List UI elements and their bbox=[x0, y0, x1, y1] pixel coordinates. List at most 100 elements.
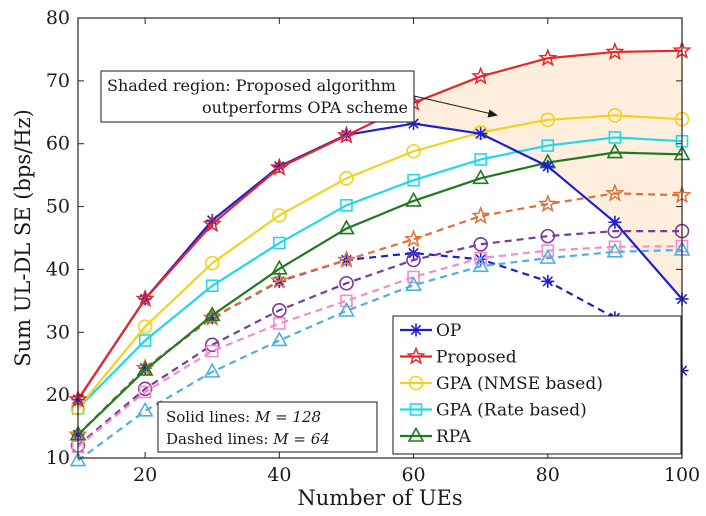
series-m64-square-dashed-point bbox=[608, 240, 622, 254]
series-m64-triangle-dashed bbox=[69, 240, 691, 467]
series-m64-circle-dashed-point bbox=[204, 337, 220, 353]
legend-label: OP bbox=[436, 321, 461, 341]
note-line-2: Dashed lines: M = 64 bbox=[166, 430, 330, 448]
series-rpa-point bbox=[405, 191, 422, 207]
y-axis-label: Sum UL-DL SE (bps/Hz) bbox=[11, 109, 35, 367]
series-gpa-nmse-based-point bbox=[540, 112, 556, 128]
legend-star-marker bbox=[406, 346, 426, 365]
series-m64-star-dashed-point bbox=[605, 183, 625, 202]
series-m64-star-dashed-point bbox=[403, 229, 424, 248]
series-gpa-rate-based-point bbox=[205, 279, 219, 293]
note-line-1: Solid lines: M = 128 bbox=[166, 408, 321, 426]
series-m64-triangle-dashed-point bbox=[270, 331, 288, 347]
series-m64-asterisk-dashed-point bbox=[541, 274, 555, 288]
legend: OP Proposed GPA (NMSE based) GPA (Rate base… bbox=[392, 315, 682, 455]
series-proposed-point bbox=[202, 214, 222, 233]
series-rpa-line bbox=[77, 151, 683, 436]
series-m64-triangle-dashed-point bbox=[69, 451, 87, 467]
series-rpa-point bbox=[472, 169, 490, 185]
legend-label: RPA bbox=[436, 427, 472, 447]
note-line-1-prefix: Solid lines: bbox=[166, 408, 255, 426]
annotation-arrow bbox=[413, 95, 493, 115]
y-tick-label: 50 bbox=[46, 196, 70, 218]
series-rpa-point bbox=[203, 306, 221, 322]
series-m64-circle-dashed-point bbox=[137, 381, 153, 397]
series-gpa-rate-based-point bbox=[474, 153, 487, 166]
series-proposed-point bbox=[336, 125, 357, 144]
series-m64-star-dashed-point bbox=[538, 193, 558, 213]
note-line-2-value: M = 64 bbox=[272, 430, 330, 448]
line-style-note: Solid lines: M = 128 Dashed lines: M = 6… bbox=[157, 401, 378, 453]
y-tick-label: 30 bbox=[46, 321, 70, 343]
series-m64-star-dashed-point bbox=[269, 270, 289, 289]
legend-box bbox=[392, 315, 682, 455]
series-m64-square-dashed-point bbox=[474, 251, 487, 265]
y-tick-label: 40 bbox=[46, 258, 70, 280]
series-m64-square-dashed-point bbox=[407, 270, 420, 284]
series-rpa-point bbox=[338, 219, 355, 235]
y-tick-label: 20 bbox=[46, 384, 70, 406]
series-gpa-nmse-based-line bbox=[77, 114, 683, 410]
legend-item-gpa-rate-based: GPA (Rate based) bbox=[400, 401, 587, 421]
note-line-2-prefix: Dashed lines: bbox=[166, 430, 273, 448]
x-tick-label: 80 bbox=[536, 464, 560, 486]
x-tick-label: 20 bbox=[133, 464, 157, 486]
series-m64-square-dashed-point bbox=[340, 294, 353, 308]
legend-square-marker bbox=[409, 403, 423, 416]
series-proposed-point bbox=[269, 157, 289, 176]
series-op-point bbox=[474, 127, 488, 141]
legend-label: GPA (Rate based) bbox=[436, 401, 587, 421]
legend-label: Proposed bbox=[436, 348, 517, 368]
y-tick-label: 10 bbox=[46, 447, 70, 469]
series-m64-star-dashed-point bbox=[336, 249, 357, 269]
series-m64-circle-dashed-line bbox=[77, 229, 682, 447]
y-tick-label: 80 bbox=[46, 7, 70, 29]
legend-label: GPA (NMSE based) bbox=[436, 374, 603, 394]
series-m64-triangle-dashed-point bbox=[606, 242, 624, 258]
series-m64-triangle-dashed-point bbox=[472, 257, 490, 273]
shaded-region-layer bbox=[413, 50, 682, 299]
series-m64-star-dashed-point bbox=[471, 205, 491, 225]
series-m64-circle-dashed-point bbox=[272, 302, 287, 318]
annotation-line-1: Shaded region: Proposed algorithm bbox=[107, 76, 396, 95]
series-proposed-point bbox=[135, 288, 155, 308]
x-tick-label: 40 bbox=[267, 464, 291, 486]
series-gpa-nmse-based-point bbox=[339, 170, 354, 186]
series-m64-triangle-dashed-point bbox=[539, 248, 557, 264]
series-m64-star-dashed-point bbox=[202, 307, 222, 327]
series-op-line bbox=[77, 122, 683, 401]
series-gpa-nmse-based-point bbox=[137, 319, 153, 334]
series-m64-triangle-dashed-point bbox=[338, 301, 355, 317]
x-tick-label: 60 bbox=[401, 464, 425, 486]
x-tick-label: 100 bbox=[664, 464, 700, 486]
series-gpa-rate-based-point bbox=[407, 173, 420, 187]
series-gpa-rate-based-point bbox=[340, 199, 353, 212]
series-proposed-point bbox=[605, 41, 625, 61]
legend-circle-marker bbox=[408, 375, 424, 391]
series-m64-square-dashed-line bbox=[77, 245, 683, 448]
note-box bbox=[157, 401, 378, 453]
series-m64-circle-dashed bbox=[70, 223, 690, 453]
series-m64-triangle-dashed-point bbox=[405, 276, 422, 291]
series-m64-square-dashed-point bbox=[205, 344, 219, 358]
series-m64-circle-dashed-point bbox=[406, 252, 421, 268]
series-layer bbox=[68, 40, 692, 467]
series-m64-circle-dashed-point bbox=[339, 275, 354, 291]
series-gpa-rate-based-point bbox=[541, 139, 555, 152]
shaded-region bbox=[413, 50, 682, 299]
legend-asterisk-marker bbox=[409, 323, 423, 337]
shaded-region-annotation: Shaded region: Proposed algorithm outper… bbox=[100, 70, 498, 123]
series-gpa-rate-based bbox=[71, 131, 689, 415]
series-gpa-rate-based-point bbox=[608, 131, 622, 144]
series-gpa-nmse-based-point bbox=[272, 208, 287, 223]
series-m64-square-dashed-point bbox=[138, 385, 152, 399]
series-gpa-nmse-based-point bbox=[204, 255, 220, 271]
x-axis-label: Number of UEs bbox=[297, 486, 462, 510]
annotation-box bbox=[100, 70, 415, 123]
legend-item-proposed: Proposed bbox=[400, 346, 517, 368]
legend-item-gpa-nmse-based: GPA (NMSE based) bbox=[400, 374, 603, 394]
note-line-1-value: M = 128 bbox=[254, 408, 321, 426]
series-proposed-point bbox=[471, 66, 491, 85]
series-m64-triangle-dashed-line bbox=[77, 248, 683, 462]
